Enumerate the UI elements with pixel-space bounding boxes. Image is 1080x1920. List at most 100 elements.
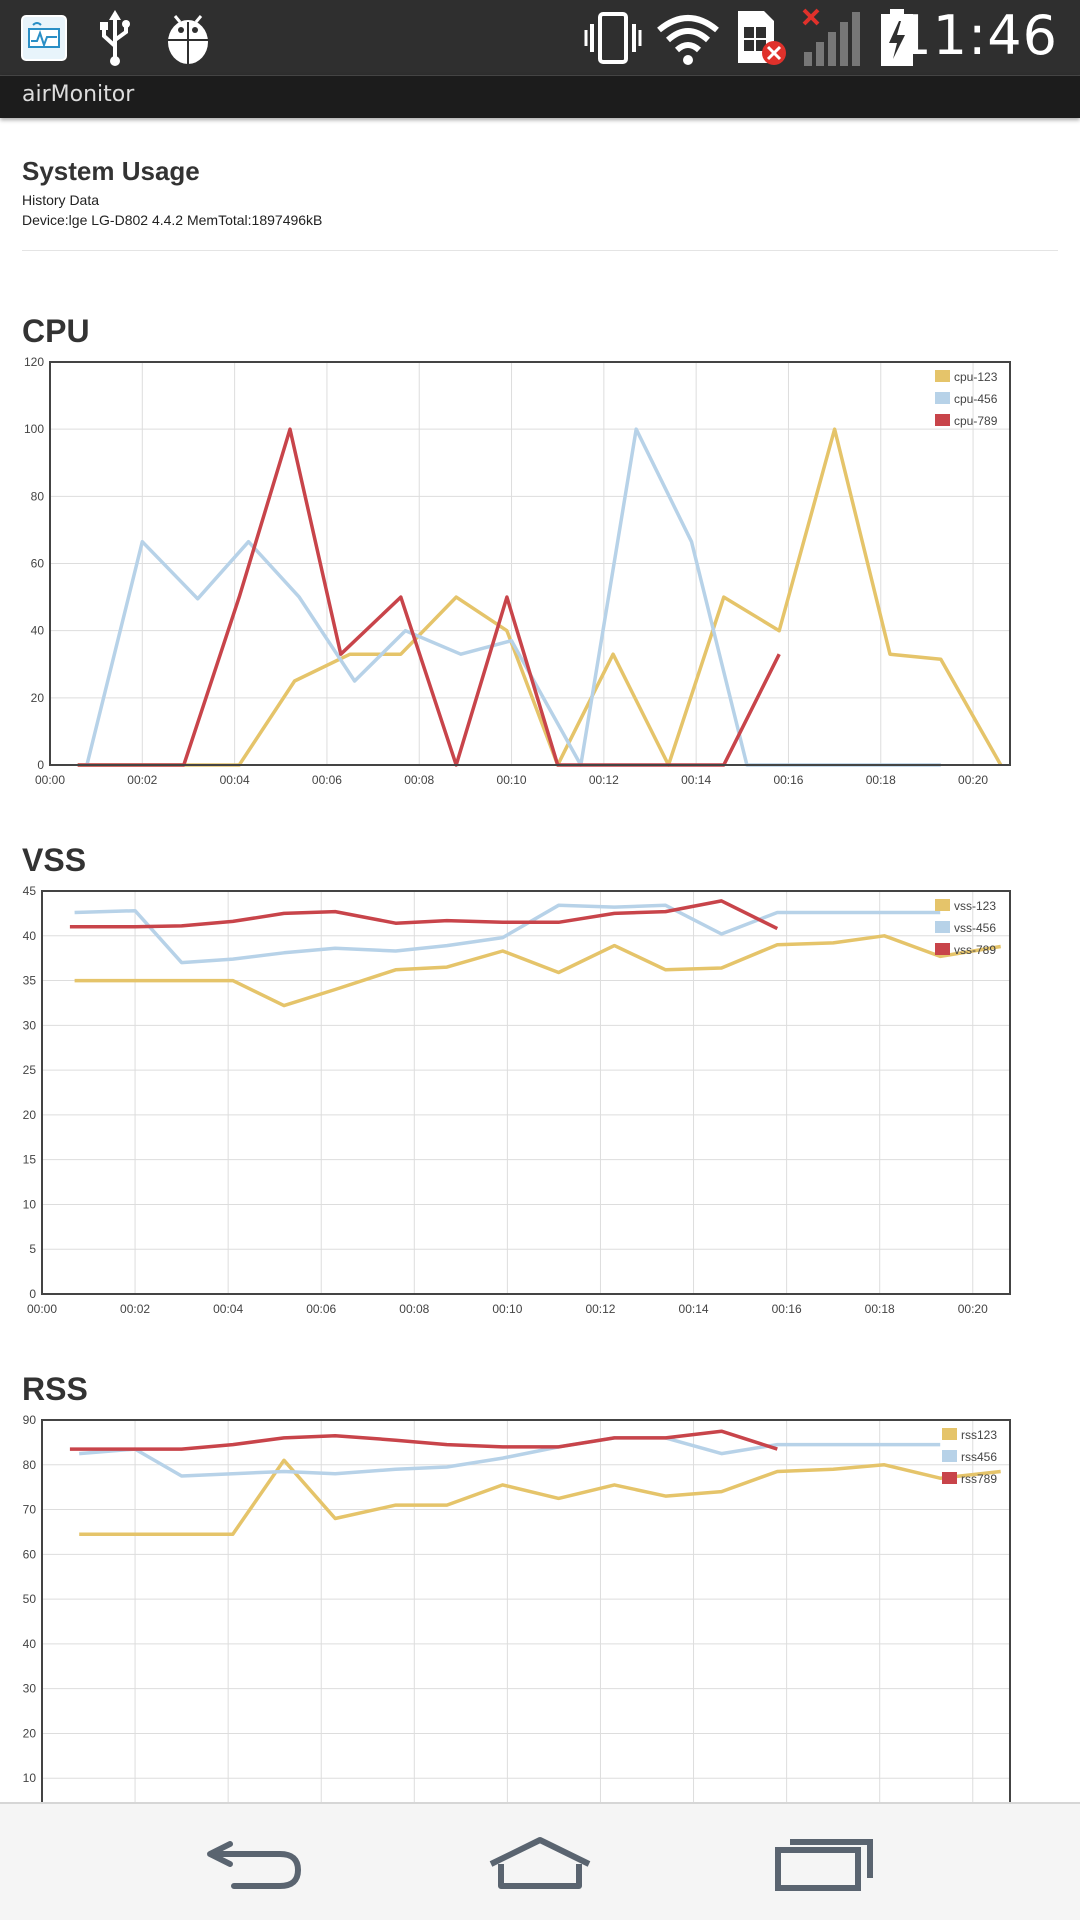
y-tick-label: 0: [29, 1287, 36, 1301]
y-tick-label: 90: [23, 1413, 37, 1427]
y-tick-label: 60: [23, 1547, 37, 1561]
app-title: airMonitor: [22, 82, 135, 107]
x-tick-label: 00:12: [585, 1302, 615, 1316]
rss-chart: 010203040506070809000:0000:0200:0400:060…: [23, 1413, 1011, 1802]
y-tick-label: 30: [23, 1018, 37, 1032]
y-tick-label: 10: [23, 1197, 37, 1211]
divider: [22, 250, 1058, 251]
home-button[interactable]: [465, 1824, 615, 1904]
series-line-cpu-789: [77, 427, 781, 767]
legend-label: vss-123: [954, 899, 996, 913]
status-bar: 11:46: [0, 0, 1080, 75]
y-tick-label: 35: [23, 974, 37, 988]
x-tick-label: 00:06: [306, 1302, 336, 1316]
vss-chart: 0 5 10 15 20 25 30 35 40 45 00:00 00:02 00:04 00:06 00…: [23, 884, 1011, 1316]
legend-swatch: [935, 370, 950, 382]
recent-apps-icon: [775, 1839, 873, 1891]
series-line-rss789: [69, 1429, 778, 1451]
x-tick-label: 00:04: [213, 1302, 243, 1316]
y-tick-label: 25: [23, 1063, 37, 1077]
back-button[interactable]: [180, 1824, 330, 1904]
series-line-rss456: [79, 1436, 941, 1478]
y-tick-label: 80: [23, 1458, 37, 1472]
status-time: 11:46: [897, 4, 1058, 67]
airmonitor-app-icon: [20, 8, 68, 68]
plot-border: [41, 890, 1011, 1295]
legend-label: cpu-789: [954, 414, 998, 428]
x-tick-label: 00:08: [404, 773, 434, 787]
x-tick-label: 00:20: [958, 773, 988, 787]
y-tick-label: 20: [23, 1108, 37, 1122]
legend-label: cpu-456: [954, 392, 998, 406]
y-tick-label: 30: [23, 1682, 37, 1696]
series-line-rss123: [79, 1458, 1001, 1536]
y-tick-label: 15: [23, 1153, 37, 1167]
y-tick-label: 100: [24, 422, 44, 436]
content-scroll-area[interactable]: System Usage History Data Device:lge LG-…: [0, 118, 1080, 1802]
legend-swatch: [935, 921, 950, 933]
rss-chart-title: RSS: [22, 1371, 88, 1407]
series-line-vss-456: [74, 903, 941, 965]
y-tick-label: 20: [31, 691, 45, 705]
legend-swatch: [942, 1450, 957, 1462]
x-tick-label: 00:10: [497, 773, 527, 787]
x-tick-label: 00:10: [492, 1302, 522, 1316]
x-tick-label: 00:04: [220, 773, 250, 787]
series-line-vss-789: [69, 899, 779, 931]
y-tick-label: 0: [37, 758, 44, 772]
y-tick-label: 10: [23, 1771, 37, 1785]
legend-swatch: [935, 392, 950, 404]
series-line-vss-123: [74, 934, 1001, 1008]
cpu-chart: 0 20 40 60 80 100 120 00:00 00:02 00:04 00:06 00:08…: [24, 355, 1011, 787]
y-tick-label: 45: [23, 884, 37, 898]
x-tick-label: 00:16: [772, 1302, 802, 1316]
x-tick-label: 00:12: [589, 773, 619, 787]
y-tick-label: 50: [23, 1592, 37, 1606]
x-tick-label: 00:00: [35, 773, 65, 787]
plot-border: [41, 1419, 1011, 1802]
plot-border: [49, 361, 1011, 766]
y-tick-label: 20: [23, 1726, 37, 1740]
x-tick-label: 00:18: [866, 773, 896, 787]
y-tick-label: 40: [23, 1637, 37, 1651]
signal-off-icon: [800, 8, 864, 68]
legend-label: rss789: [961, 1472, 997, 1486]
usb-icon: [95, 8, 135, 68]
legend-swatch: [935, 899, 950, 911]
y-tick-label: 40: [31, 624, 45, 638]
back-icon: [207, 1841, 302, 1889]
legend-swatch: [935, 943, 950, 955]
sim-missing-icon: [734, 8, 790, 68]
vibrate-icon: [583, 8, 643, 68]
history-subtitle: History Data: [22, 192, 100, 208]
series-line-cpu-456: [85, 427, 941, 767]
legend-swatch: [935, 414, 950, 426]
x-tick-label: 00:00: [27, 1302, 57, 1316]
x-tick-label: 00:14: [679, 1302, 709, 1316]
legend-swatch: [942, 1472, 957, 1484]
x-tick-label: 00:20: [958, 1302, 988, 1316]
android-debug-icon: [160, 8, 216, 68]
x-tick-label: 00:16: [773, 773, 803, 787]
y-tick-label: 80: [31, 489, 45, 503]
y-tick-label: 40: [23, 929, 37, 943]
legend-label: vss-789: [954, 943, 996, 957]
x-tick-label: 00:02: [127, 773, 157, 787]
legend-swatch: [942, 1428, 957, 1440]
x-tick-label: 00:08: [399, 1302, 429, 1316]
x-tick-label: 00:18: [865, 1302, 895, 1316]
legend-label: vss-456: [954, 921, 996, 935]
battery-charging-icon: [878, 8, 916, 68]
x-tick-label: 00:02: [120, 1302, 150, 1316]
vss-chart-title: VSS: [22, 842, 87, 878]
series-line-cpu-123: [77, 427, 1003, 767]
legend-label: cpu-123: [954, 370, 998, 384]
y-tick-label: 120: [24, 355, 44, 369]
legend-label: rss456: [961, 1450, 997, 1464]
navigation-bar: [0, 1802, 1080, 1920]
x-tick-label: 00:14: [681, 773, 711, 787]
wifi-icon: [655, 8, 721, 68]
y-tick-label: 5: [29, 1242, 36, 1256]
cpu-chart-title: CPU: [22, 313, 90, 349]
recent-apps-button[interactable]: [750, 1824, 900, 1904]
